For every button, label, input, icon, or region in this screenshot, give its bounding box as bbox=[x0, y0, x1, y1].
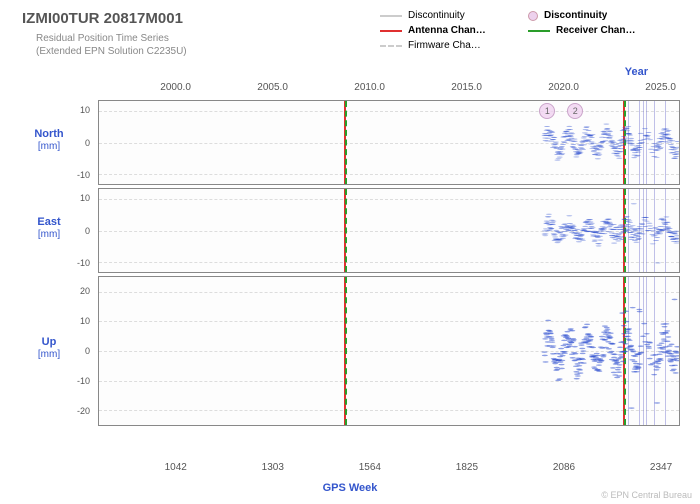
subtitle-line1: Residual Position Time Series bbox=[36, 32, 187, 45]
year-tick: 2025.0 bbox=[645, 82, 676, 93]
legend-discontinuity-dot: Discontinuity bbox=[528, 8, 658, 23]
year-axis-label: Year bbox=[625, 66, 648, 78]
ytick: -20 bbox=[77, 406, 90, 416]
gpsweek-tick: 1042 bbox=[165, 462, 187, 473]
year-tick: 2015.0 bbox=[451, 82, 482, 93]
yticks-east: -10 0 10 bbox=[64, 188, 94, 273]
chart-subtitle: Residual Position Time Series (Extended … bbox=[36, 32, 187, 58]
gpsweek-tick: 2347 bbox=[650, 462, 672, 473]
year-tick: 2000.0 bbox=[160, 82, 191, 93]
top-axis: 2000.0 2005.0 2010.0 2015.0 2020.0 2025.0 bbox=[98, 82, 680, 96]
gpsweek-tick: 1564 bbox=[359, 462, 381, 473]
ytick: 10 bbox=[80, 105, 90, 115]
ytick: 0 bbox=[85, 346, 90, 356]
legend-discontinuity-line: Discontinuity bbox=[380, 8, 510, 23]
ytick: 0 bbox=[85, 226, 90, 236]
legend-antenna: Antenna Chan… bbox=[380, 23, 510, 38]
ytick: -10 bbox=[77, 376, 90, 386]
year-tick: 2005.0 bbox=[257, 82, 288, 93]
ytick: -10 bbox=[77, 258, 90, 268]
panel-east bbox=[98, 188, 680, 273]
legend-marker-icon bbox=[528, 11, 538, 21]
subtitle-line2: (Extended EPN Solution C2235U) bbox=[36, 45, 187, 58]
ytick: 10 bbox=[80, 316, 90, 326]
chart-title: IZMI00TUR 20817M001 bbox=[22, 10, 183, 27]
gpsweek-axis-label: GPS Week bbox=[323, 482, 378, 494]
ytick: 20 bbox=[80, 286, 90, 296]
ytick: 0 bbox=[85, 138, 90, 148]
gpsweek-tick: 1303 bbox=[262, 462, 284, 473]
gpsweek-tick: 1825 bbox=[456, 462, 478, 473]
legend-line-icon bbox=[380, 15, 402, 17]
yticks-north: -10 0 10 bbox=[64, 100, 94, 185]
panel-north: 12 bbox=[98, 100, 680, 185]
ytick: 10 bbox=[80, 193, 90, 203]
ytick: -10 bbox=[77, 170, 90, 180]
legend-line-icon bbox=[528, 30, 550, 32]
gpsweek-tick: 2086 bbox=[553, 462, 575, 473]
legend-line-icon bbox=[380, 45, 402, 47]
legend-line-icon bbox=[380, 30, 402, 32]
legend-receiver: Receiver Chan… bbox=[528, 23, 658, 38]
year-tick: 2020.0 bbox=[548, 82, 579, 93]
panel-up bbox=[98, 276, 680, 426]
bottom-axis: 1042 1303 1564 1825 2086 2347 bbox=[98, 462, 680, 476]
legend: Discontinuity Discontinuity Antenna Chan… bbox=[380, 8, 658, 53]
footer-copyright: © EPN Central Bureau bbox=[601, 490, 692, 500]
year-tick: 2010.0 bbox=[354, 82, 385, 93]
yticks-up: -20 -10 0 10 20 bbox=[64, 276, 94, 426]
legend-firmware: Firmware Cha… bbox=[380, 38, 510, 53]
